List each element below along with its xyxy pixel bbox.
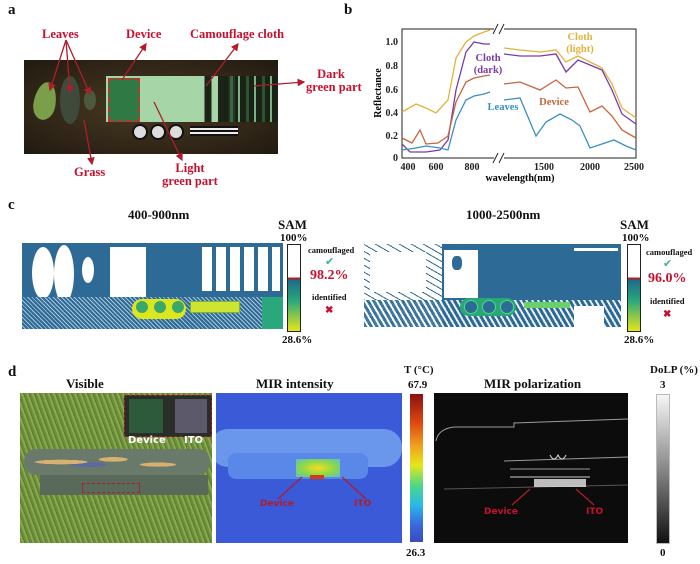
sam-left-cb-title: SAM bbox=[278, 217, 307, 232]
y-axis-label: Reflectance bbox=[373, 68, 384, 118]
dolp-colorbar bbox=[656, 394, 670, 544]
annotation-dark-green-line2: green part bbox=[306, 80, 362, 94]
label-cloth-light-2: (light) bbox=[566, 44, 594, 55]
wheel bbox=[132, 124, 148, 140]
sam-right-camouflaged: camouflaged bbox=[646, 247, 693, 257]
wheel bbox=[150, 124, 166, 140]
cross-icon: ✖ bbox=[663, 309, 672, 320]
sam-left-cb-max: 100% bbox=[280, 232, 308, 244]
sam-left-value: 98.2% bbox=[310, 268, 349, 283]
annotation-grass: Grass bbox=[74, 165, 106, 179]
check-icon: ✔ bbox=[663, 258, 673, 270]
sam-right-cb-min: 28.6% bbox=[624, 334, 655, 346]
sam-right-cb-max: 100% bbox=[622, 232, 650, 244]
svg-text:0: 0 bbox=[393, 153, 398, 164]
label-device: Device bbox=[539, 97, 569, 108]
mir-polarization-device-label: Device bbox=[484, 507, 518, 517]
annotation-camouflage-cloth: Camouflage cloth bbox=[190, 27, 285, 41]
series-device bbox=[401, 74, 491, 145]
leaf-dark bbox=[60, 76, 80, 124]
svg-text:0.4: 0.4 bbox=[386, 108, 399, 119]
annotation-light-green: Light green part bbox=[155, 162, 225, 188]
annotation-dark-green: Dark green part bbox=[306, 67, 362, 94]
truck-stripes bbox=[190, 126, 238, 136]
svg-text:0.2: 0.2 bbox=[386, 131, 399, 142]
check-icon: ✔ bbox=[325, 256, 335, 268]
mir-intensity-device-label: Device bbox=[260, 499, 294, 509]
annotation-dark-green-line1: Dark bbox=[317, 67, 345, 81]
sam-right-cb-title: SAM bbox=[620, 217, 649, 232]
inset-box bbox=[124, 395, 212, 437]
mir-intensity-ito-label: ITO bbox=[354, 499, 372, 509]
inset-device-label: Device bbox=[128, 435, 166, 446]
inset-ito-label: ITO bbox=[184, 435, 204, 446]
svg-text:0.8: 0.8 bbox=[386, 61, 399, 72]
x-axis-label: wavelength(nm) bbox=[486, 173, 555, 184]
series-cloth-light bbox=[401, 29, 491, 114]
annotation-device: Device bbox=[126, 27, 162, 41]
visible-photo: Device ITO bbox=[20, 393, 212, 543]
mir-intensity-image: Device ITO bbox=[216, 393, 402, 543]
svg-text:800: 800 bbox=[465, 162, 480, 173]
camo-vehicle bbox=[24, 449, 210, 475]
panel-c-label: c bbox=[8, 197, 15, 213]
svg-text:0.6: 0.6 bbox=[386, 85, 399, 96]
cross-icon: ✖ bbox=[325, 305, 334, 316]
sam-right-colorbar bbox=[627, 244, 641, 332]
visible-title: Visible bbox=[66, 376, 104, 391]
label-cloth-dark-2: (dark) bbox=[474, 65, 503, 76]
annotation-light-green-line2: green part bbox=[162, 174, 218, 188]
sam-left-colorbar bbox=[287, 244, 301, 332]
device-patch bbox=[108, 78, 140, 122]
sam-left-camouflaged: camouflaged bbox=[308, 245, 355, 255]
series-cloth-dark bbox=[401, 41, 490, 153]
sam-right-title: 1000-2500nm bbox=[466, 207, 541, 222]
label-cloth-light-1: Cloth bbox=[567, 32, 592, 43]
t-cb-max: 67.9 bbox=[408, 379, 428, 391]
panel-a-arrows bbox=[48, 39, 306, 166]
sam-right-value: 96.0% bbox=[648, 271, 687, 286]
mir-intensity-title: MIR intensity bbox=[256, 376, 334, 391]
annotation-leaves: Leaves bbox=[42, 27, 79, 41]
svg-text:1500: 1500 bbox=[534, 162, 554, 173]
svg-text:2500: 2500 bbox=[624, 162, 644, 173]
annotation-light-green-line1: Light bbox=[175, 161, 205, 175]
reflectance-chart: 0 0.2 0.4 0.6 0.8 1.0 400 600 800 1500 2… bbox=[373, 23, 644, 184]
mir-polarization-ito-label: ITO bbox=[586, 507, 604, 517]
sam-right-map bbox=[364, 244, 621, 327]
mir-polarization-image: Device ITO bbox=[434, 393, 628, 543]
panel-d-label: d bbox=[8, 364, 17, 380]
sam-left-cb-min: 28.6% bbox=[282, 334, 313, 346]
dolp-cb-min: 0 bbox=[660, 547, 666, 559]
sam-left-title: 400-900nm bbox=[128, 207, 190, 222]
panel-a-photo bbox=[24, 60, 278, 154]
svg-text:2000: 2000 bbox=[580, 162, 600, 173]
t-cb-title: T (°C) bbox=[404, 364, 434, 376]
sam-right-identified: identified bbox=[650, 296, 685, 306]
dolp-cb-title: DoLP (%) bbox=[650, 364, 698, 376]
truck-trailer-dark bbox=[224, 76, 278, 122]
svg-text:600: 600 bbox=[429, 162, 444, 173]
label-leaves: Leaves bbox=[488, 102, 519, 113]
mir-polarization-title: MIR polarization bbox=[484, 376, 582, 391]
svg-text:400: 400 bbox=[401, 162, 416, 173]
dolp-cb-max: 3 bbox=[660, 379, 666, 391]
sam-left-map bbox=[22, 243, 283, 329]
label-cloth-dark-1: Cloth bbox=[475, 53, 500, 64]
t-cb-min: 26.3 bbox=[406, 547, 426, 559]
panel-b-label: b bbox=[344, 2, 353, 18]
sam-left-identified: identified bbox=[312, 292, 347, 302]
svg-text:1.0: 1.0 bbox=[386, 37, 399, 48]
series-leaves bbox=[401, 91, 491, 151]
panel-a-label: a bbox=[8, 2, 16, 18]
temperature-colorbar bbox=[410, 394, 423, 542]
